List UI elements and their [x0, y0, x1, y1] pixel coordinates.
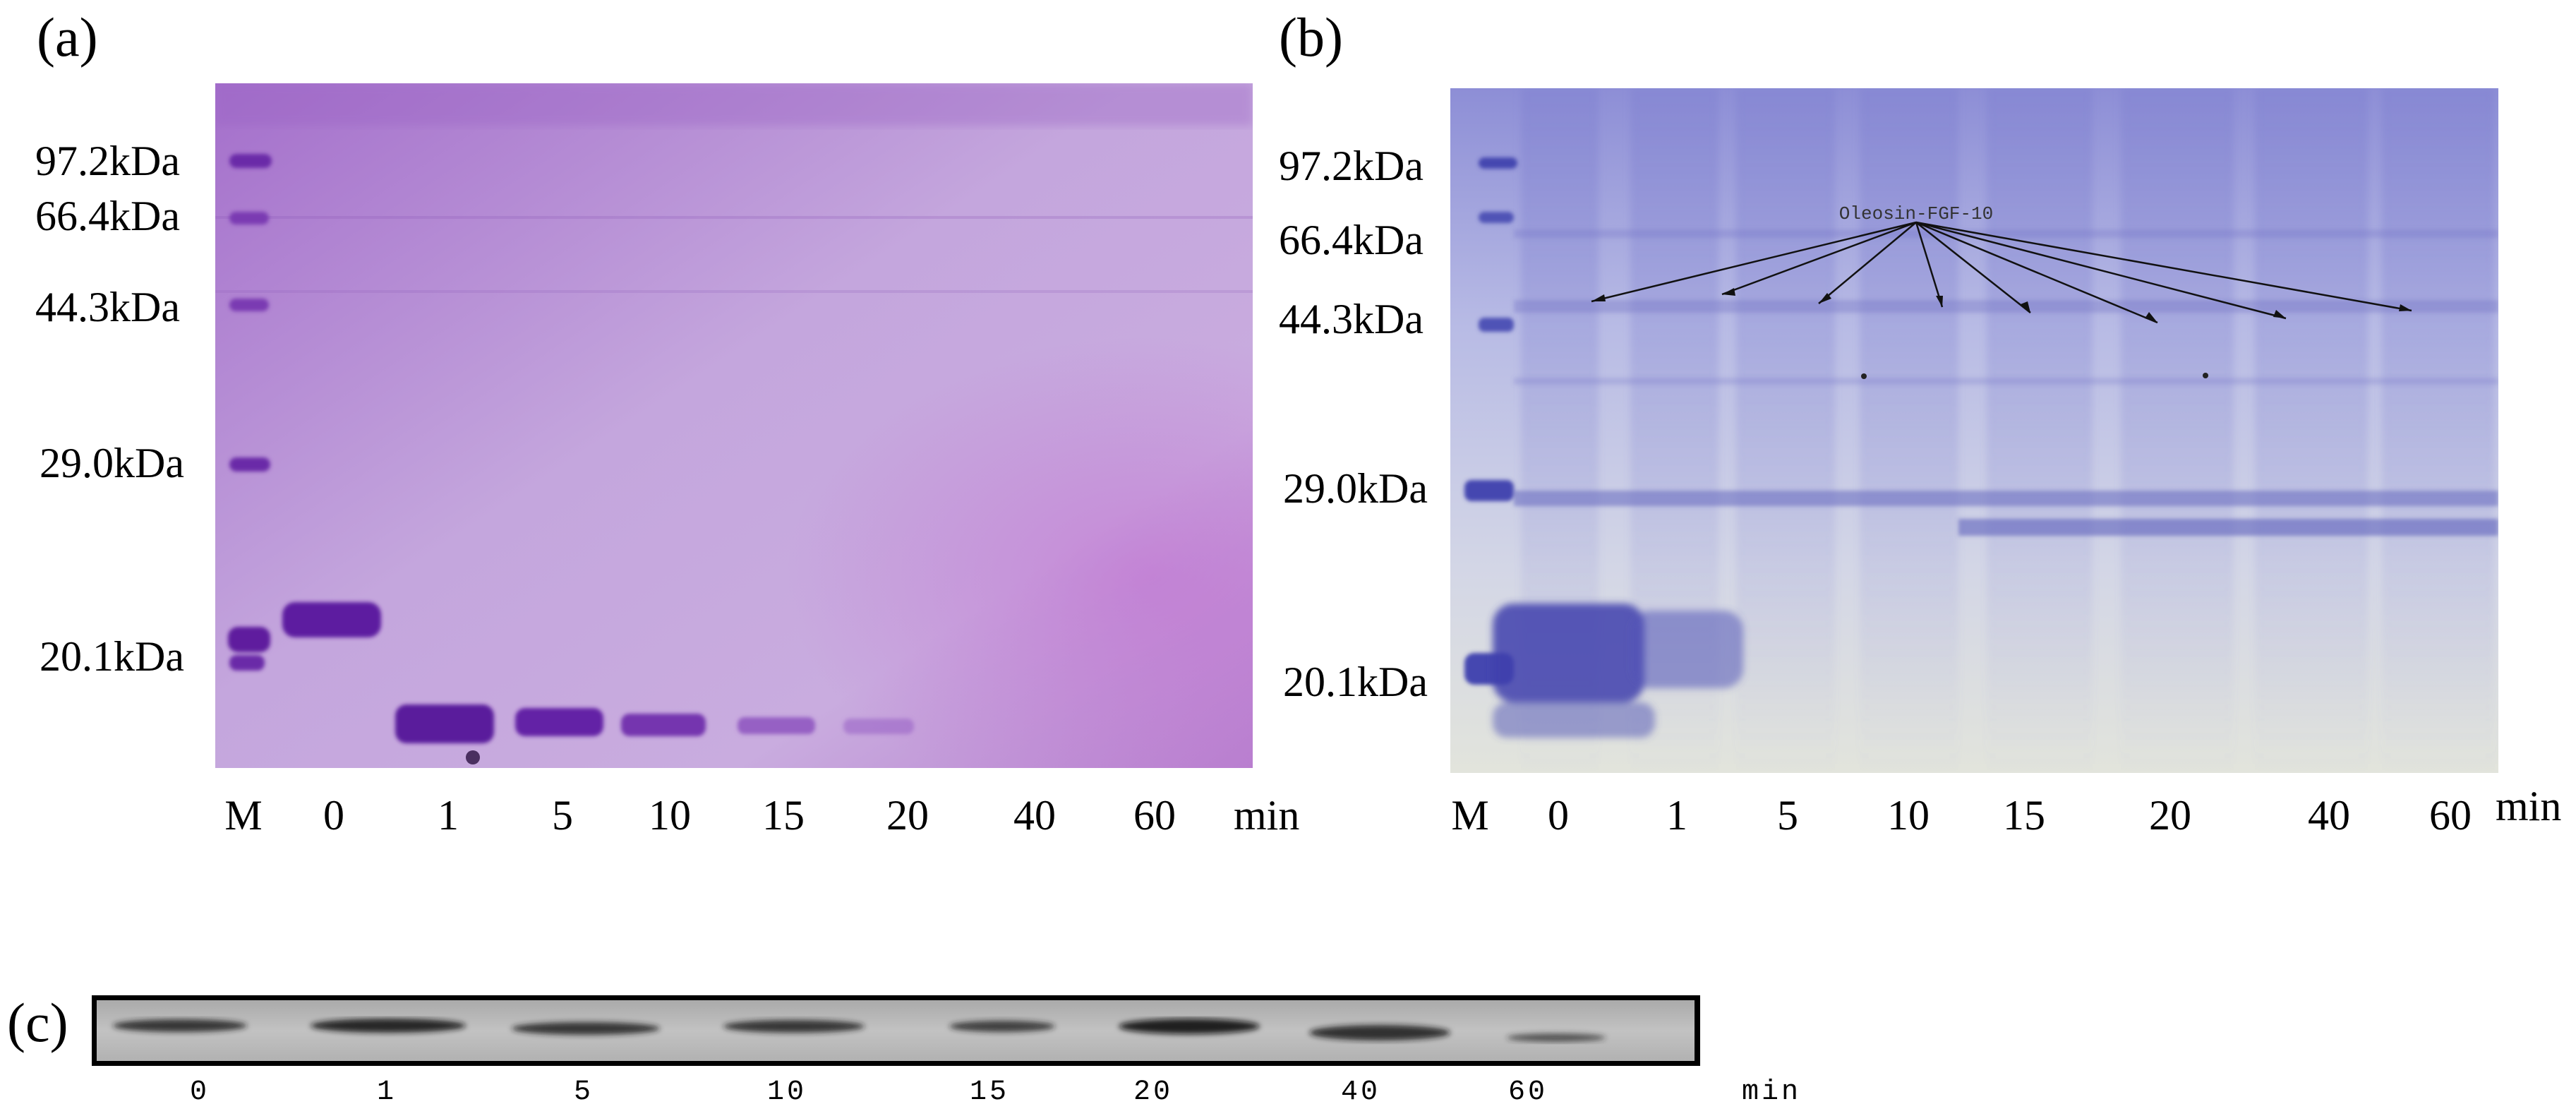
- gel-a-lane-M: M: [224, 792, 263, 839]
- gel-b-lane-20: 20: [2149, 792, 2191, 839]
- blot-c-lane-5: 5: [573, 1076, 594, 1108]
- blot-c-lane-40: 40: [1340, 1076, 1381, 1108]
- blot-c-unit: min: [1742, 1076, 1802, 1108]
- gel-b: Oleosin-FGF-10: [1450, 88, 2498, 773]
- panel-b-label: (b): [1279, 6, 1343, 68]
- gel-b-lane-60: 60: [2429, 792, 2472, 839]
- panel-a-label: (a): [37, 6, 98, 68]
- gel-b-mw-66: 66.4kDa: [1279, 217, 1424, 263]
- gel-b-bands: [1514, 229, 2498, 536]
- gel-a-lane-5: 5: [552, 792, 573, 839]
- blot-c-lane-60: 60: [1507, 1076, 1548, 1108]
- gel-b-arrowheads: [1591, 288, 2412, 323]
- blot-c-bands: [113, 1019, 1606, 1042]
- gel-a-lane-10: 10: [649, 792, 691, 839]
- blot-c-lane-15: 15: [969, 1076, 1010, 1108]
- gel-a: [215, 83, 1253, 768]
- gel-a-lane-1: 1: [438, 792, 459, 839]
- gel-a-lane-20: 20: [886, 792, 929, 839]
- blot-c-lane-1: 1: [376, 1076, 397, 1108]
- gel-b-lane-40: 40: [2308, 792, 2350, 839]
- blot-c-lane-10: 10: [766, 1076, 807, 1108]
- gel-a-lane-60: 60: [1133, 792, 1176, 839]
- gel-b-lane-5: 5: [1777, 792, 1798, 839]
- blot-c-lane-20: 20: [1133, 1076, 1174, 1108]
- gel-b-annotation: Oleosin-FGF-10: [1839, 203, 1993, 224]
- gel-b-unit: min: [2496, 783, 2562, 829]
- panel-c-label: (c): [7, 992, 68, 1053]
- gel-a-lane-0: 0: [323, 792, 344, 839]
- gel-b-mw-29: 29.0kDa: [1283, 465, 1428, 512]
- gel-b-lane-10: 10: [1887, 792, 1930, 839]
- gel-a-mw-29: 29.0kDa: [40, 440, 184, 486]
- gel-a-mw-44: 44.3kDa: [35, 284, 180, 330]
- gel-b-mw-44: 44.3kDa: [1279, 296, 1424, 342]
- gel-b-lane-1: 1: [1666, 792, 1687, 839]
- gel-b-lane-M: M: [1451, 792, 1489, 839]
- gel-a-sample-bands: [282, 602, 914, 743]
- gel-a-lane-40: 40: [1013, 792, 1056, 839]
- gel-b-mw-20: 20.1kDa: [1283, 659, 1428, 705]
- gel-a-lane-15: 15: [762, 792, 805, 839]
- gel-a-mw-97: 97.2kDa: [35, 138, 180, 184]
- gel-b-arrows: [1591, 221, 2412, 324]
- gel-a-marker-bands: [228, 154, 272, 671]
- gel-b-lane-15: 15: [2003, 792, 2045, 839]
- gel-a-unit: min: [1234, 792, 1300, 839]
- gel-a-mw-66: 66.4kDa: [35, 193, 180, 239]
- blot-c-lane-0: 0: [189, 1076, 210, 1108]
- gel-a-mw-20: 20.1kDa: [40, 633, 184, 680]
- gel-b-mw-97: 97.2kDa: [1279, 143, 1424, 189]
- gel-b-lane-0: 0: [1548, 792, 1569, 839]
- blot-c: [92, 995, 1700, 1066]
